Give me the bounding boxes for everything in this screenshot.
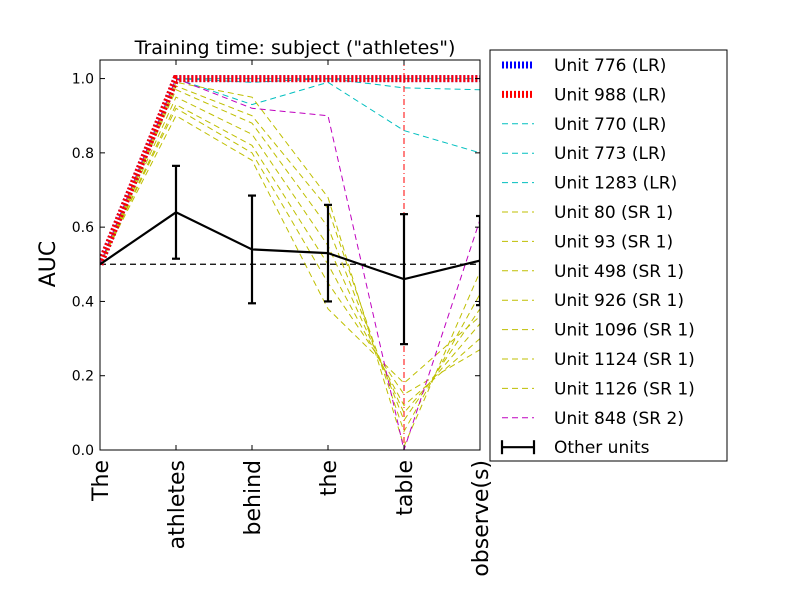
series-line-unit-848-sr-2	[100, 77, 480, 450]
legend-label: Unit 1283 (LR)	[554, 174, 677, 194]
y-tick-label: 0.2	[72, 369, 94, 385]
legend-item-other-units: Other units	[500, 438, 650, 458]
legend-frame	[489, 49, 728, 462]
legend-label: Unit 848 (SR 2)	[554, 409, 684, 429]
series-line-unit-1124-sr-1	[100, 107, 480, 395]
legend-item-unit-776-lr: Unit 776 (LR)	[502, 56, 666, 76]
y-tick-label: 0.8	[72, 146, 94, 162]
legend-label: Unit 80 (SR 1)	[554, 203, 673, 223]
legend: Unit 776 (LR) Unit 988 (LR) Unit 770 (LR) U…	[489, 49, 728, 462]
series-line-unit-93-sr-1	[100, 85, 480, 433]
legend-label: Unit 498 (SR 1)	[554, 262, 684, 282]
series-line-unit-1283-lr	[100, 78, 480, 265]
legend-item-unit-1126-sr-1: Unit 1126 (SR 1)	[502, 379, 695, 399]
legend-label: Unit 776 (LR)	[554, 56, 666, 76]
legend-item-unit-1124-sr-1: Unit 1124 (SR 1)	[502, 350, 695, 370]
series-line-unit-1096-sr-1	[100, 103, 480, 407]
series-line-unit-773-lr	[100, 78, 480, 265]
series-line-unit-776-lr	[100, 75, 480, 266]
x-tick-label-athletes: athletes	[165, 460, 190, 549]
axes-layer: 0.0 0.2 0.4 0.6 0.8 1.0 The athletes behind the ta…	[72, 59, 494, 577]
legend-item-unit-770-lr: Unit 770 (LR)	[502, 115, 666, 135]
legend-item-unit-498-sr-1: Unit 498 (SR 1)	[502, 262, 684, 282]
legend-label: Unit 1096 (SR 1)	[554, 321, 695, 341]
series-line-unit-770-lr	[100, 77, 480, 265]
y-tick-label: 0.0	[72, 443, 94, 459]
legend-item-unit-988-lr: Unit 988 (LR)	[502, 85, 666, 105]
legend-label: Unit 770 (LR)	[554, 115, 666, 135]
x-tick-label-observe-s: observe(s)	[469, 460, 494, 577]
x-tick-label-behind: behind	[241, 460, 266, 535]
plot-layer	[100, 60, 480, 450]
series-line-other-units	[100, 211, 480, 281]
legend-label: Unit 988 (LR)	[554, 85, 666, 105]
y-tick-label: 0.6	[72, 220, 94, 236]
series-line-unit-926-sr-1	[100, 96, 480, 414]
legend-label: Unit 1124 (SR 1)	[554, 350, 695, 370]
legend-item-unit-1096-sr-1: Unit 1096 (SR 1)	[502, 321, 695, 341]
legend-label: Unit 773 (LR)	[554, 144, 666, 164]
series-line-unit-988-lr	[100, 75, 480, 266]
plot-clip-group	[100, 60, 480, 450]
legend-label: Unit 93 (SR 1)	[554, 232, 673, 252]
legend-label: Unit 1126 (SR 1)	[554, 379, 695, 399]
legend-item-unit-1283-lr: Unit 1283 (LR)	[502, 174, 677, 194]
y-tick-label: 0.4	[72, 294, 94, 310]
plot-frame	[99, 59, 481, 451]
x-tick-label-the: the	[317, 460, 342, 496]
y-axis-label: AUC	[36, 241, 61, 288]
legend-label: Other units	[554, 438, 650, 458]
series-line-unit-1126-sr-1	[100, 115, 480, 384]
legend-item-unit-773-lr: Unit 773 (LR)	[502, 144, 666, 164]
chart-title: Training time: subject ("athletes")	[134, 37, 456, 59]
legend-item-unit-80-sr-1: Unit 80 (SR 1)	[502, 203, 673, 223]
legend-item-unit-926-sr-1: Unit 926 (SR 1)	[502, 291, 684, 311]
legend-item-unit-848-sr-2: Unit 848 (SR 2)	[502, 409, 684, 429]
series-line-unit-498-sr-1	[100, 89, 480, 422]
legend-label: Unit 926 (SR 1)	[554, 291, 684, 311]
legend-item-unit-93-sr-1: Unit 93 (SR 1)	[502, 232, 673, 252]
x-tick-label-table: table	[393, 460, 418, 516]
x-tick-label-the: The	[89, 460, 114, 502]
y-tick-label: 1.0	[72, 72, 94, 88]
